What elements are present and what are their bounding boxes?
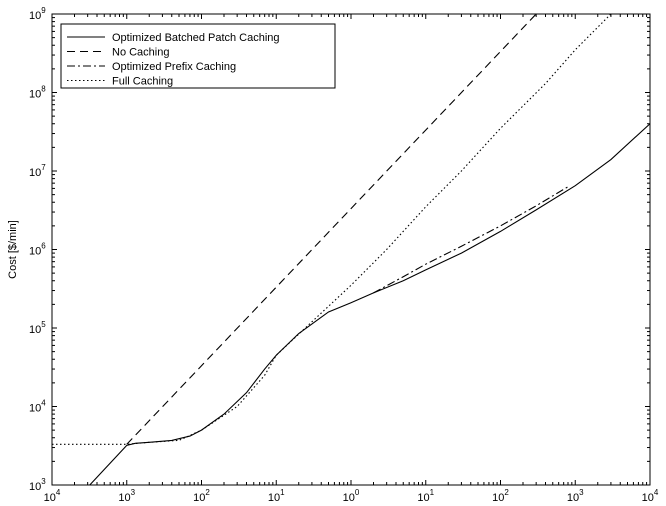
x-axis: 104 103 102 101 100 101 102 103 104 — [44, 14, 659, 504]
y-tick-label: 105 — [29, 320, 46, 336]
y-tick-label: 108 — [29, 85, 46, 101]
x-tick-label: 101 — [268, 488, 285, 504]
x-tick-exp: 4 — [56, 488, 61, 497]
x-tick-base: 10 — [44, 492, 56, 504]
x-tick-base: 10 — [567, 492, 579, 504]
series-line-4 — [52, 14, 612, 445]
legend-label-4: Full Caching — [112, 76, 173, 88]
x-tick-exp: 1 — [280, 488, 285, 497]
x-tick-label: 104 — [642, 488, 659, 504]
y-tick-base: 10 — [29, 481, 41, 493]
x-tick-exp: 0 — [355, 488, 360, 497]
x-tick-base: 10 — [118, 492, 130, 504]
y-tick-base: 10 — [29, 246, 41, 258]
y-tick-exp: 4 — [41, 399, 46, 408]
x-tick-label: 103 — [567, 488, 584, 504]
x-tick-exp: 4 — [654, 488, 659, 497]
x-tick-label: 104 — [44, 488, 61, 504]
x-tick-base: 10 — [417, 492, 429, 504]
y-tick-label: 103 — [29, 477, 46, 493]
y-tick-exp: 7 — [41, 163, 46, 172]
legend-label-2: No Caching — [112, 47, 169, 59]
y-tick-base: 10 — [29, 403, 41, 415]
y-tick-base: 10 — [29, 167, 41, 179]
y-tick-base: 10 — [29, 10, 41, 22]
x-tick-exp: 3 — [579, 488, 584, 497]
x-tick-label: 101 — [417, 488, 434, 504]
y-tick-label: 104 — [29, 399, 46, 415]
y-tick-base: 10 — [29, 89, 41, 101]
x-tick-label: 102 — [193, 488, 210, 504]
y-tick-base: 10 — [29, 324, 41, 336]
y-tick-label: 109 — [29, 6, 46, 22]
x-tick-exp: 2 — [504, 488, 509, 497]
x-tick-base: 10 — [492, 492, 504, 504]
legend-box — [60, 23, 336, 89]
y-axis-label: Cost [$/min] — [7, 220, 19, 279]
series-line-3 — [373, 186, 569, 294]
y-tick-exp: 5 — [41, 320, 46, 329]
x-tick-label: 102 — [492, 488, 509, 504]
legend: Optimized Batched Patch Caching No Cachin… — [60, 23, 336, 89]
series-line-2 — [126, 14, 537, 445]
x-tick-label: 100 — [343, 488, 360, 504]
y-tick-exp: 3 — [41, 477, 46, 486]
x-tick-label: 103 — [118, 488, 135, 504]
y-tick-exp: 8 — [41, 85, 46, 94]
x-tick-base: 10 — [343, 492, 355, 504]
legend-label-1: Optimized Batched Patch Caching — [112, 32, 280, 44]
x-tick-base: 10 — [268, 492, 280, 504]
series-layer — [52, 14, 650, 485]
x-tick-exp: 2 — [205, 488, 210, 497]
legend-label-3: Optimized Prefix Caching — [112, 61, 236, 73]
y-tick-label: 106 — [29, 242, 46, 258]
x-tick-base: 10 — [193, 492, 205, 504]
x-tick-exp: 3 — [131, 488, 136, 497]
plot-area — [51, 13, 651, 486]
x-tick-exp: 1 — [430, 488, 435, 497]
x-tick-base: 10 — [642, 492, 654, 504]
y-tick-exp: 6 — [41, 242, 46, 251]
y-tick-exp: 9 — [41, 6, 46, 15]
y-tick-label: 107 — [29, 163, 46, 179]
